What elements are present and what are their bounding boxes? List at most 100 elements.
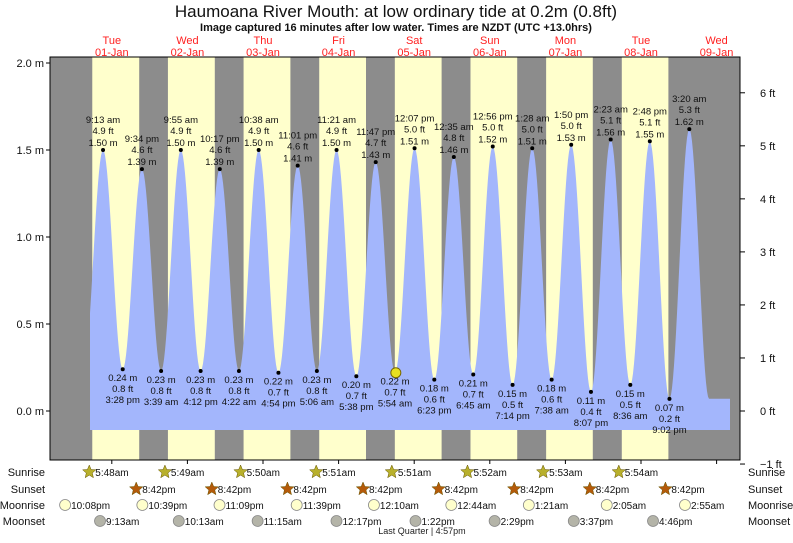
tide-height-m: 0.18 m <box>420 384 449 395</box>
moonset-icon <box>330 515 343 527</box>
day-label-date: 02-Jan <box>171 47 205 59</box>
tide-height-m: 1.50 m <box>166 138 195 149</box>
y-right-tick-label: 4 ft <box>760 194 775 206</box>
tide-point <box>314 368 319 373</box>
tide-height-ft: 4.9 ft <box>248 126 269 137</box>
sunset-time: 8:42pm <box>218 485 251 496</box>
sunrise-time: 5:53am <box>549 468 582 479</box>
tide-point <box>373 160 378 165</box>
moonrise-time: 11:09pm <box>226 501 264 512</box>
tide-time: 9:02 pm <box>652 425 686 436</box>
tide-point <box>217 167 222 172</box>
tide-height-m: 1.51 m <box>518 136 547 147</box>
sunrise-icon <box>81 464 97 479</box>
tide-height-m: 1.41 m <box>283 154 312 165</box>
moonset-icon <box>251 515 264 527</box>
tide-time: 12:56 pm <box>473 112 513 123</box>
tide-time: 12:35 am <box>434 122 474 133</box>
current-tide-marker <box>390 367 402 379</box>
tide-height-ft: 4.6 ft <box>287 142 308 153</box>
tide-time: 2:48 pm <box>633 106 667 117</box>
moonrise-icon <box>445 499 458 511</box>
tide-point <box>159 368 164 373</box>
tide-point <box>530 146 535 151</box>
sunset-icon <box>431 481 446 496</box>
moonrise-icon <box>290 499 303 511</box>
sunset-icon <box>506 481 522 496</box>
tide-time: 9:55 am <box>164 115 198 126</box>
tide-height-m: 0.15 m <box>498 389 527 400</box>
sunset-icon <box>658 481 673 496</box>
tide-time: 5:54 am <box>378 399 412 410</box>
row-label-right: Moonrise <box>748 500 793 512</box>
row-label-right: Moonset <box>748 516 790 528</box>
row-label-left: Moonrise <box>0 500 45 512</box>
tide-point <box>256 148 261 152</box>
tide-height-m: 1.51 m <box>400 136 429 147</box>
tide-time: 3:39 am <box>144 397 178 408</box>
tide-height-ft: 0.7 ft <box>268 388 289 399</box>
sunset-time: 8:42pm <box>142 485 175 496</box>
tide-height-ft: 5.0 ft <box>404 124 425 135</box>
tide-time: 11:47 pm <box>356 127 395 138</box>
tide-time: 7:38 am <box>534 406 568 417</box>
row-label-right: Sunset <box>748 484 782 496</box>
tide-time: 7:14 pm <box>495 411 529 422</box>
tide-height-ft: 0.8 ft <box>151 386 172 397</box>
row-label-right: Sunrise <box>748 467 785 479</box>
tide-height-m: 1.53 m <box>557 133 586 144</box>
tide-point <box>549 377 554 382</box>
moonset-icon <box>94 515 106 527</box>
tide-height-ft: 0.5 ft <box>620 400 641 411</box>
tide-point <box>276 370 281 375</box>
plot-frame <box>49 56 741 461</box>
y-right-tick-label: 1 ft <box>760 353 775 365</box>
row-label-left: Moonset <box>3 516 45 528</box>
day-label-dow: Tue <box>632 35 651 47</box>
tide-height-ft: 0.4 ft <box>580 407 601 418</box>
tide-height-ft: 4.6 ft <box>131 145 152 156</box>
day-label-dow: Sat <box>406 35 423 47</box>
tide-time: 10:17 pm <box>200 134 240 145</box>
sunrise-icon <box>611 464 627 479</box>
moonset-icon <box>647 515 659 527</box>
tide-height-m: 0.22 m <box>380 377 409 388</box>
moon-phase: Last Quarter | 4:57pm <box>378 526 465 536</box>
tide-height-m: 1.50 m <box>322 138 351 149</box>
sunrise-time: 5:51am <box>398 468 431 479</box>
y-right-tick-label: −1 ft <box>760 459 782 471</box>
day-label-dow: Tue <box>103 35 122 47</box>
moonset-icon <box>172 515 185 527</box>
tide-height-ft: 0.8 ft <box>228 386 249 397</box>
day-label-dow: Sun <box>480 35 500 47</box>
moonset-time: 4:46pm <box>659 517 692 528</box>
sunrise-icon <box>308 464 324 479</box>
sunrise-time: 5:51am <box>322 468 355 479</box>
sunset-time: 8:42pm <box>520 485 553 496</box>
tide-time: 9:34 pm <box>125 134 159 145</box>
sunrise-icon <box>460 464 475 479</box>
tide-height-m: 1.62 m <box>675 117 704 128</box>
y-left-tick-label: 2.0 m <box>16 58 44 70</box>
y-right-tick-label: 3 ft <box>760 247 775 259</box>
moonset-time: 1:22pm <box>422 517 455 528</box>
tide-point <box>432 377 437 382</box>
sunset-icon <box>355 481 371 496</box>
tide-height-ft: 0.6 ft <box>541 395 562 406</box>
tide-time: 4:22 am <box>222 397 256 408</box>
tide-height-ft: 4.8 ft <box>443 133 464 144</box>
tide-height-m: 0.18 m <box>537 384 566 395</box>
tide-time: 10:38 am <box>239 115 279 126</box>
tide-area <box>90 129 730 431</box>
day-label-date: 05-Jan <box>397 47 431 59</box>
moonrise-time: 11:39pm <box>303 501 341 512</box>
tide-time: 6:23 pm <box>417 406 451 417</box>
moonrise-time: 2:55am <box>691 501 724 512</box>
tide-point <box>178 148 183 152</box>
moonrise-icon <box>522 499 535 511</box>
sunrise-icon <box>535 464 551 479</box>
tide-height-ft: 4.9 ft <box>170 126 191 137</box>
moonrise-icon <box>679 499 691 511</box>
tide-point <box>628 382 633 387</box>
tide-time: 5:06 am <box>300 397 334 408</box>
